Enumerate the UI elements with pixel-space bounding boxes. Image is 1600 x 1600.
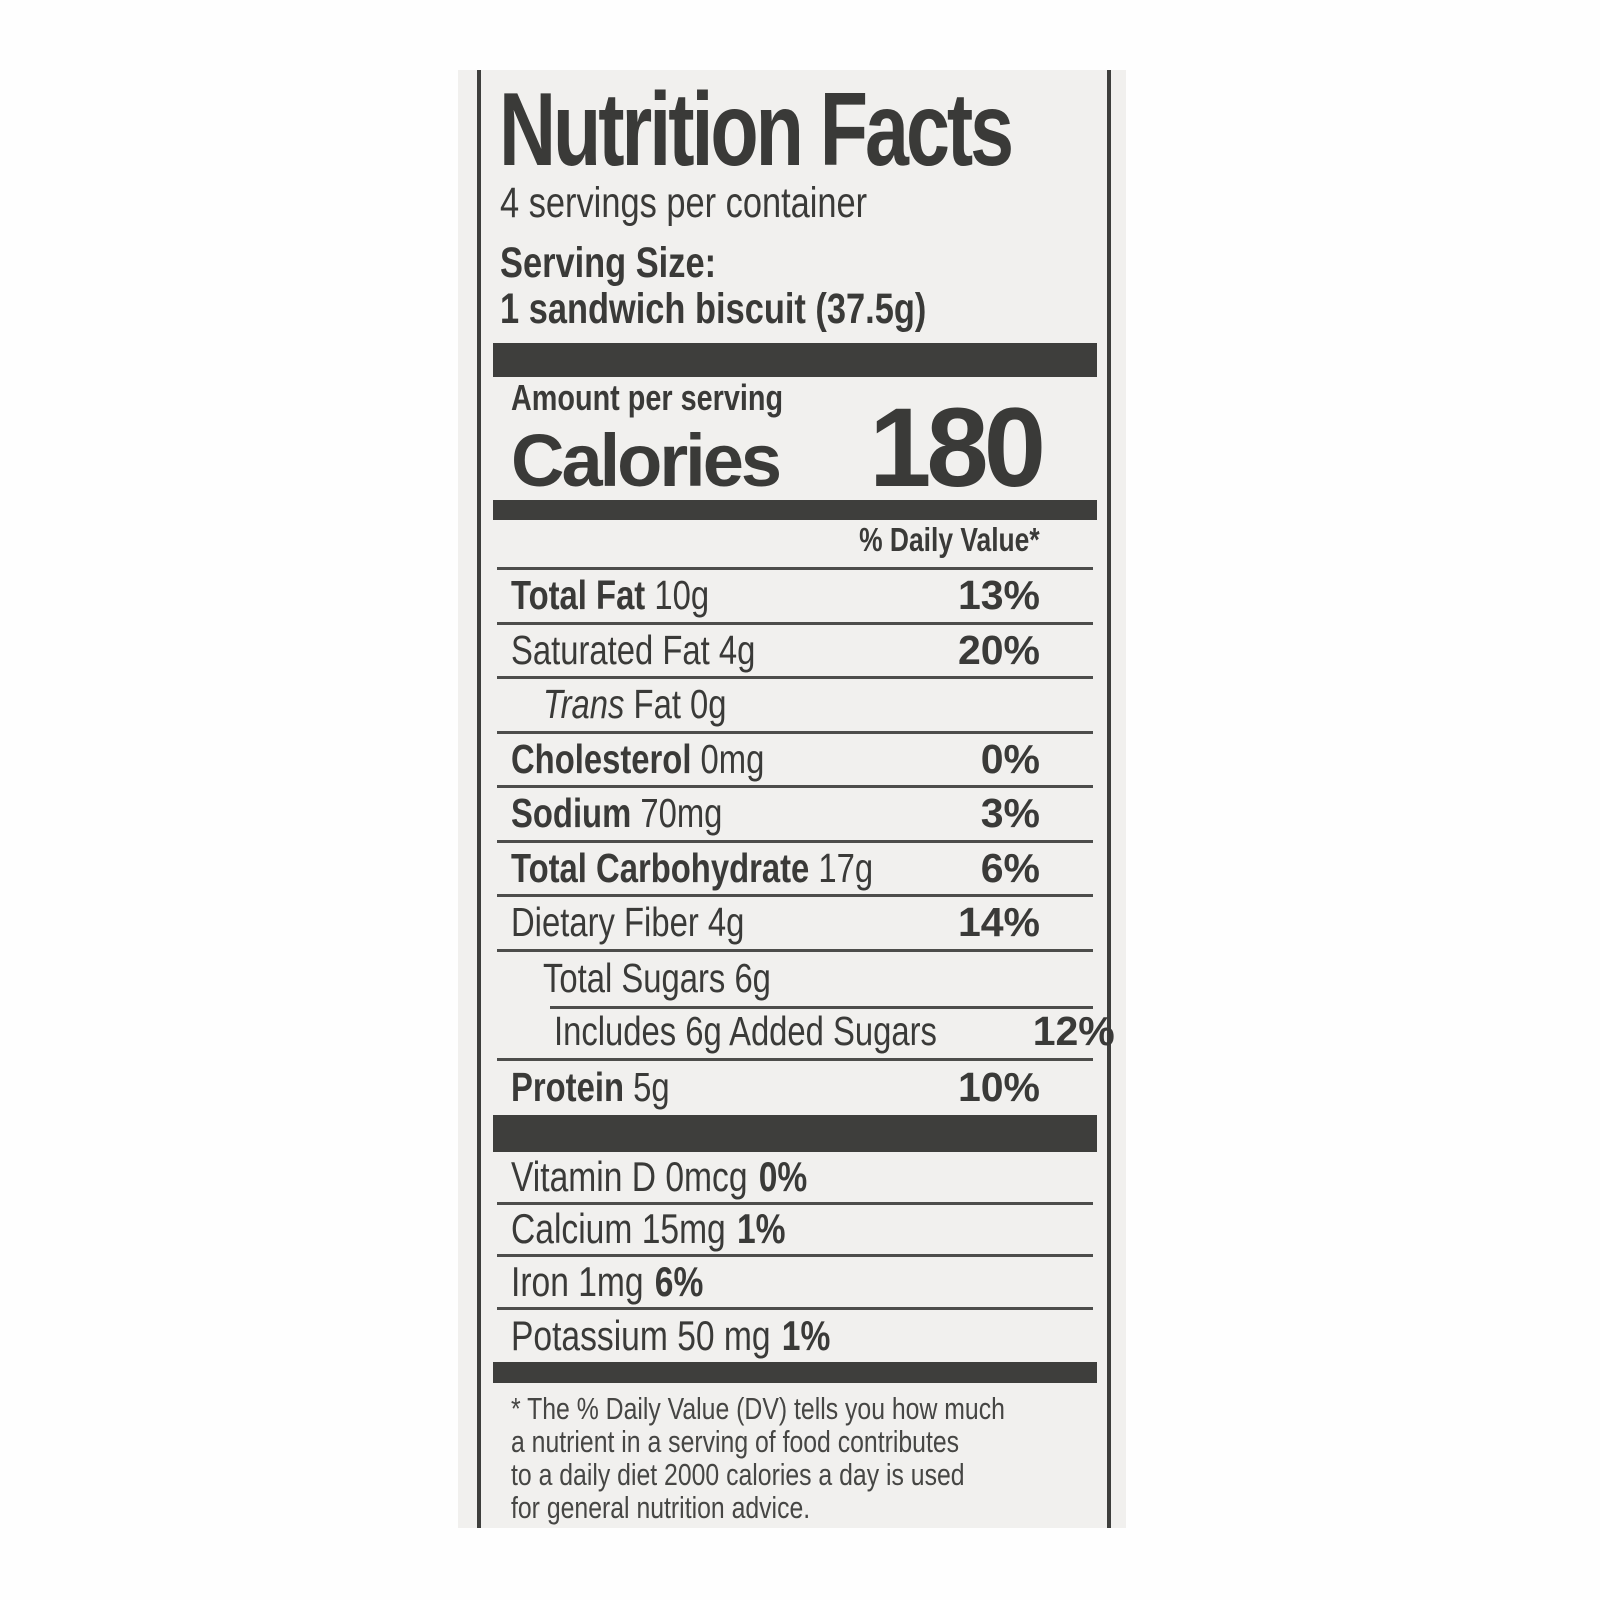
- amount-per-serving-text: Amount per serving: [511, 377, 784, 418]
- nutrient-daily-value: 13%: [957, 572, 1040, 619]
- micronutrient-daily-value: 6%: [654, 1257, 704, 1305]
- divider-thick-top: [493, 343, 1097, 377]
- divider-medium-footnote: [493, 1362, 1097, 1383]
- daily-value-header: % Daily Value*: [497, 518, 1093, 570]
- footnote: * The % Daily Value (DV) tells you how m…: [511, 1392, 1073, 1524]
- micronutrient-text: Potassium 50 mg 1%: [511, 1312, 830, 1360]
- micronutrient-rows: Vitamin D 0mcg 0% Calcium 15mg 1% Iron 1mg 6%…: [497, 1152, 1093, 1362]
- nutrient-row: Protein 5g 10%: [497, 1061, 1093, 1116]
- nutrient-name: Saturated Fat 4g: [511, 627, 816, 674]
- label-content: Nutrition Facts 4 servings per container…: [493, 70, 1115, 1528]
- nutrient-name-text: Total Sugars 6g: [543, 955, 771, 1002]
- serving-size-label: Serving Size:: [500, 238, 770, 288]
- label-title: Nutrition Facts: [499, 72, 1014, 188]
- nutrient-daily-value: 3%: [980, 790, 1040, 837]
- micronutrient-text: Calcium 15mg 1%: [511, 1205, 786, 1253]
- nutrient-row: Dietary Fiber 4g 14%: [497, 897, 1093, 952]
- micronutrient-daily-value: 1%: [781, 1311, 831, 1359]
- servings-per-container-text: 4 servings per container: [500, 179, 868, 227]
- footnote-line-text: to a daily diet 2000 calories a day is u…: [511, 1457, 965, 1492]
- nutrient-name-text: Total Carbohydrate 17g: [511, 844, 874, 891]
- nutrient-row: Includes 6g Added Sugars 12%: [497, 1006, 1115, 1061]
- nutrient-row: Cholesterol 0mg 0%: [497, 734, 1093, 788]
- serving-size-label-text: Serving Size:: [500, 239, 717, 287]
- footnote-line: for general nutrition advice.: [511, 1491, 1073, 1524]
- micronutrient-text: Vitamin D 0mcg 0%: [511, 1153, 807, 1201]
- footnote-line: * The % Daily Value (DV) tells you how m…: [511, 1392, 1073, 1425]
- footnote-line-text: a nutrient in a serving of food contribu…: [511, 1424, 960, 1459]
- footnote-line-text: * The % Daily Value (DV) tells you how m…: [511, 1391, 1005, 1426]
- nutrient-name: Total Sugars 6g: [543, 955, 828, 1002]
- nutrient-name: Cholesterol 0mg: [511, 736, 828, 783]
- nutrient-name-text: Protein 5g: [511, 1064, 670, 1111]
- serving-size-value-text: 1 sandwich biscuit (37.5g): [500, 285, 927, 333]
- footnote-line: to a daily diet 2000 calories a day is u…: [511, 1458, 1073, 1491]
- nutrient-name-text: Cholesterol 0mg: [511, 735, 765, 782]
- nutrient-row: Saturated Fat 4g 20%: [497, 625, 1093, 679]
- nutrient-daily-value: 10%: [957, 1064, 1040, 1111]
- nutrient-name-text: Total Fat 10g: [511, 572, 710, 619]
- calories-row: Calories 180: [497, 392, 1093, 504]
- nutrient-row: Sodium 70mg 3%: [497, 788, 1093, 843]
- micronutrient-text: Iron 1mg 6%: [511, 1258, 703, 1306]
- micronutrient-daily-value: 0%: [758, 1152, 808, 1200]
- nutrition-facts-label: Nutrition Facts 4 servings per container…: [458, 70, 1126, 1528]
- nutrient-name-text: Dietary Fiber 4g: [511, 899, 745, 946]
- micronutrient-row: Vitamin D 0mcg 0%: [497, 1152, 1093, 1205]
- nutrient-daily-value: 14%: [957, 899, 1040, 946]
- calories-value: 180: [869, 385, 1046, 510]
- micronutrient-row: Iron 1mg 6%: [497, 1257, 1093, 1310]
- nutrient-name-text: Saturated Fat 4g: [511, 626, 756, 673]
- daily-value-header-text: % Daily Value*: [859, 521, 1041, 558]
- nutrient-row: Total Fat 10g 13%: [497, 570, 1093, 625]
- footnote-line: a nutrient in a serving of food contribu…: [511, 1425, 1073, 1458]
- nutrient-name: Total Fat 10g: [511, 572, 759, 619]
- nutrient-name: Trans Fat 0g: [543, 681, 772, 728]
- nutrient-name-text: Trans Fat 0g: [543, 681, 727, 728]
- calories-label: Calories: [511, 419, 782, 502]
- label-left-border: [477, 70, 481, 1528]
- servings-per-container: 4 servings per container: [500, 178, 959, 228]
- footnote-line-text: for general nutrition advice.: [511, 1490, 811, 1525]
- nutrient-daily-value: 6%: [980, 844, 1040, 891]
- serving-size-value: 1 sandwich biscuit (37.5g): [500, 284, 1033, 334]
- micronutrient-name-amount: Calcium 15mg: [511, 1205, 726, 1253]
- nutrient-name-text: Sodium 70mg: [511, 790, 723, 837]
- nutrient-name-text: Includes 6g Added Sugars: [554, 1008, 937, 1055]
- nutrient-row: Total Carbohydrate 17g 6%: [497, 843, 1093, 897]
- micronutrient-daily-value: 1%: [736, 1205, 786, 1253]
- nutrient-name: Protein 5g: [511, 1064, 709, 1111]
- nutrient-daily-value: 12%: [1032, 1008, 1115, 1055]
- label-right-border: [1107, 70, 1111, 1528]
- nutrient-name: Dietary Fiber 4g: [511, 899, 803, 946]
- nutrient-daily-value: 0%: [980, 735, 1040, 782]
- micronutrient-name-amount: Potassium 50 mg: [511, 1311, 771, 1359]
- nutrient-daily-value: 20%: [957, 626, 1040, 673]
- amount-per-serving-label: Amount per serving: [511, 378, 851, 418]
- micronutrient-row: Potassium 50 mg 1%: [497, 1310, 1093, 1363]
- nutrient-name: Includes 6g Added Sugars: [554, 1008, 1033, 1055]
- micronutrient-row: Calcium 15mg 1%: [497, 1205, 1093, 1257]
- nutrient-name: Total Carbohydrate 17g: [511, 845, 964, 892]
- nutrient-row: Trans Fat 0g: [497, 679, 1093, 734]
- nutrient-name: Sodium 70mg: [511, 790, 775, 837]
- micronutrient-name-amount: Vitamin D 0mcg: [511, 1152, 748, 1200]
- divider-thick-micros: [493, 1115, 1097, 1152]
- divider-medium-calories: [493, 500, 1097, 520]
- nutrient-rows: Total Fat 10g 13% Saturated Fat 4g 20% Trans…: [497, 570, 1115, 1116]
- nutrient-row: Total Sugars 6g: [497, 952, 1093, 1007]
- micronutrient-name-amount: Iron 1mg: [511, 1257, 644, 1305]
